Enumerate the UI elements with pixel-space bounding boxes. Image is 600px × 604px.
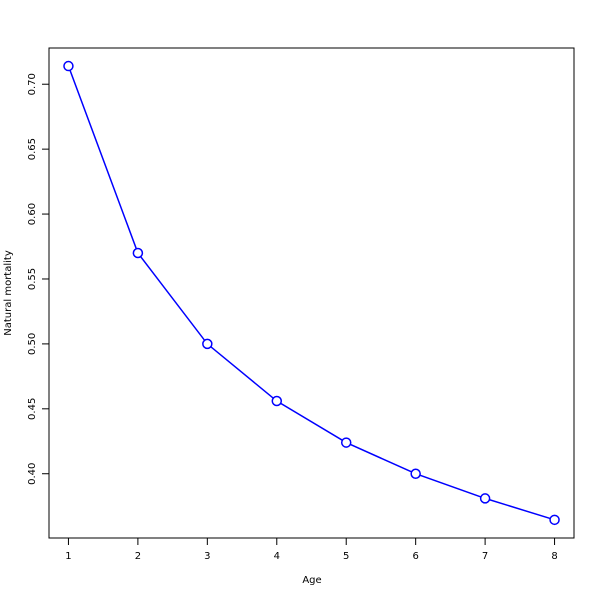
y-tick-label: 0.70 [27,73,38,95]
x-tick-label: 3 [204,551,210,562]
x-tick-label: 6 [412,551,418,562]
x-tick-label: 8 [551,551,557,562]
y-tick-label: 0.50 [27,333,38,355]
plot-frame [48,47,575,539]
point [410,468,421,479]
point [549,514,560,526]
x-axis-title: Age [302,575,321,586]
y-tick-label: 0.40 [27,463,38,485]
point [132,247,144,259]
y-tick-label: 0.45 [27,398,38,420]
x-tick-label: 5 [343,551,349,562]
point [271,395,283,407]
series-line [67,65,555,521]
point [479,493,491,504]
point [340,437,352,448]
x-tick-label: 2 [135,551,141,562]
x-tick-label: 7 [482,551,488,562]
y-tick-label: 0.65 [27,138,38,160]
x-tick-label: 1 [65,551,71,562]
point [202,338,213,350]
y-axis-title: Natural mortality [3,250,14,336]
y-tick-label: 0.55 [27,268,38,290]
x-tick-label: 4 [274,551,280,562]
point [63,60,74,72]
y-tick-label: 0.60 [27,203,38,225]
